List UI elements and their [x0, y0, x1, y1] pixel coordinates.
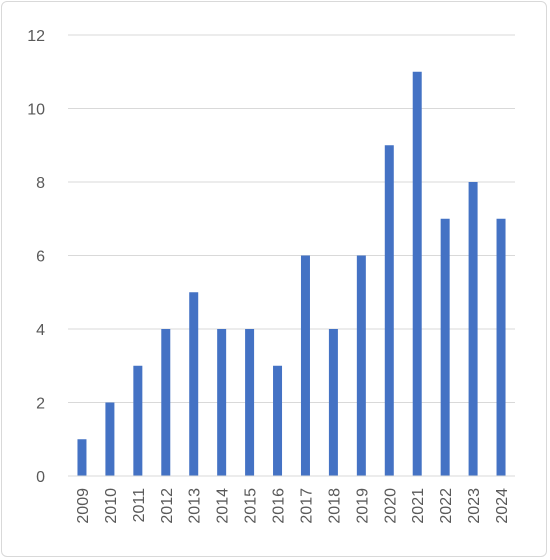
- bar-2023: [468, 182, 478, 476]
- y-tick-label: 6: [36, 249, 45, 266]
- x-tick-label: 2018: [326, 488, 343, 524]
- x-tick-label: 2016: [271, 488, 288, 524]
- bar-2015: [245, 329, 255, 476]
- x-tick-label: 2019: [354, 488, 371, 524]
- x-tick-label: 2022: [438, 488, 455, 524]
- bar-2013: [189, 292, 199, 476]
- bar-2017: [300, 255, 310, 476]
- bar-2010: [105, 402, 115, 476]
- x-axis-tick-labels: 2009 2010 2011 2012 2013 2014 2015 2016 2017 2018…: [75, 488, 511, 524]
- x-tick-label: 2012: [159, 488, 176, 524]
- y-tick-label: 4: [36, 322, 45, 339]
- x-tick-label: 2009: [75, 488, 92, 524]
- gridlines: [68, 34, 515, 403]
- bar-2016: [273, 365, 283, 476]
- bar-2020: [384, 145, 394, 476]
- y-tick-label: 10: [27, 102, 45, 119]
- y-tick-label: 12: [27, 28, 45, 45]
- x-tick-label: 2021: [410, 488, 427, 524]
- x-tick-label: 2017: [298, 488, 315, 524]
- x-tick-label: 2020: [382, 488, 399, 524]
- bar-2019: [356, 255, 366, 476]
- bar-2011: [133, 365, 143, 476]
- y-axis-tick-labels: 0 2 4 6 8 10 12: [27, 28, 45, 486]
- y-tick-label: 0: [36, 469, 45, 486]
- x-tick-label: 2013: [187, 488, 204, 524]
- x-tick-label: 2010: [103, 488, 120, 524]
- bar-2022: [440, 218, 450, 476]
- bar-2012: [161, 329, 171, 476]
- x-tick-label: 2015: [243, 488, 260, 524]
- bar-2021: [412, 71, 422, 476]
- x-tick-label: 2011: [131, 488, 148, 523]
- x-tick-label: 2014: [215, 488, 232, 524]
- bar-2024: [496, 218, 506, 476]
- x-tick-label: 2024: [494, 488, 511, 524]
- y-tick-label: 2: [36, 396, 45, 413]
- y-tick-label: 8: [36, 175, 45, 192]
- bar-2018: [328, 329, 338, 476]
- x-tick-label: 2023: [466, 488, 483, 524]
- bar-2014: [217, 329, 227, 476]
- bars: [77, 71, 506, 476]
- bar-2009: [77, 439, 87, 476]
